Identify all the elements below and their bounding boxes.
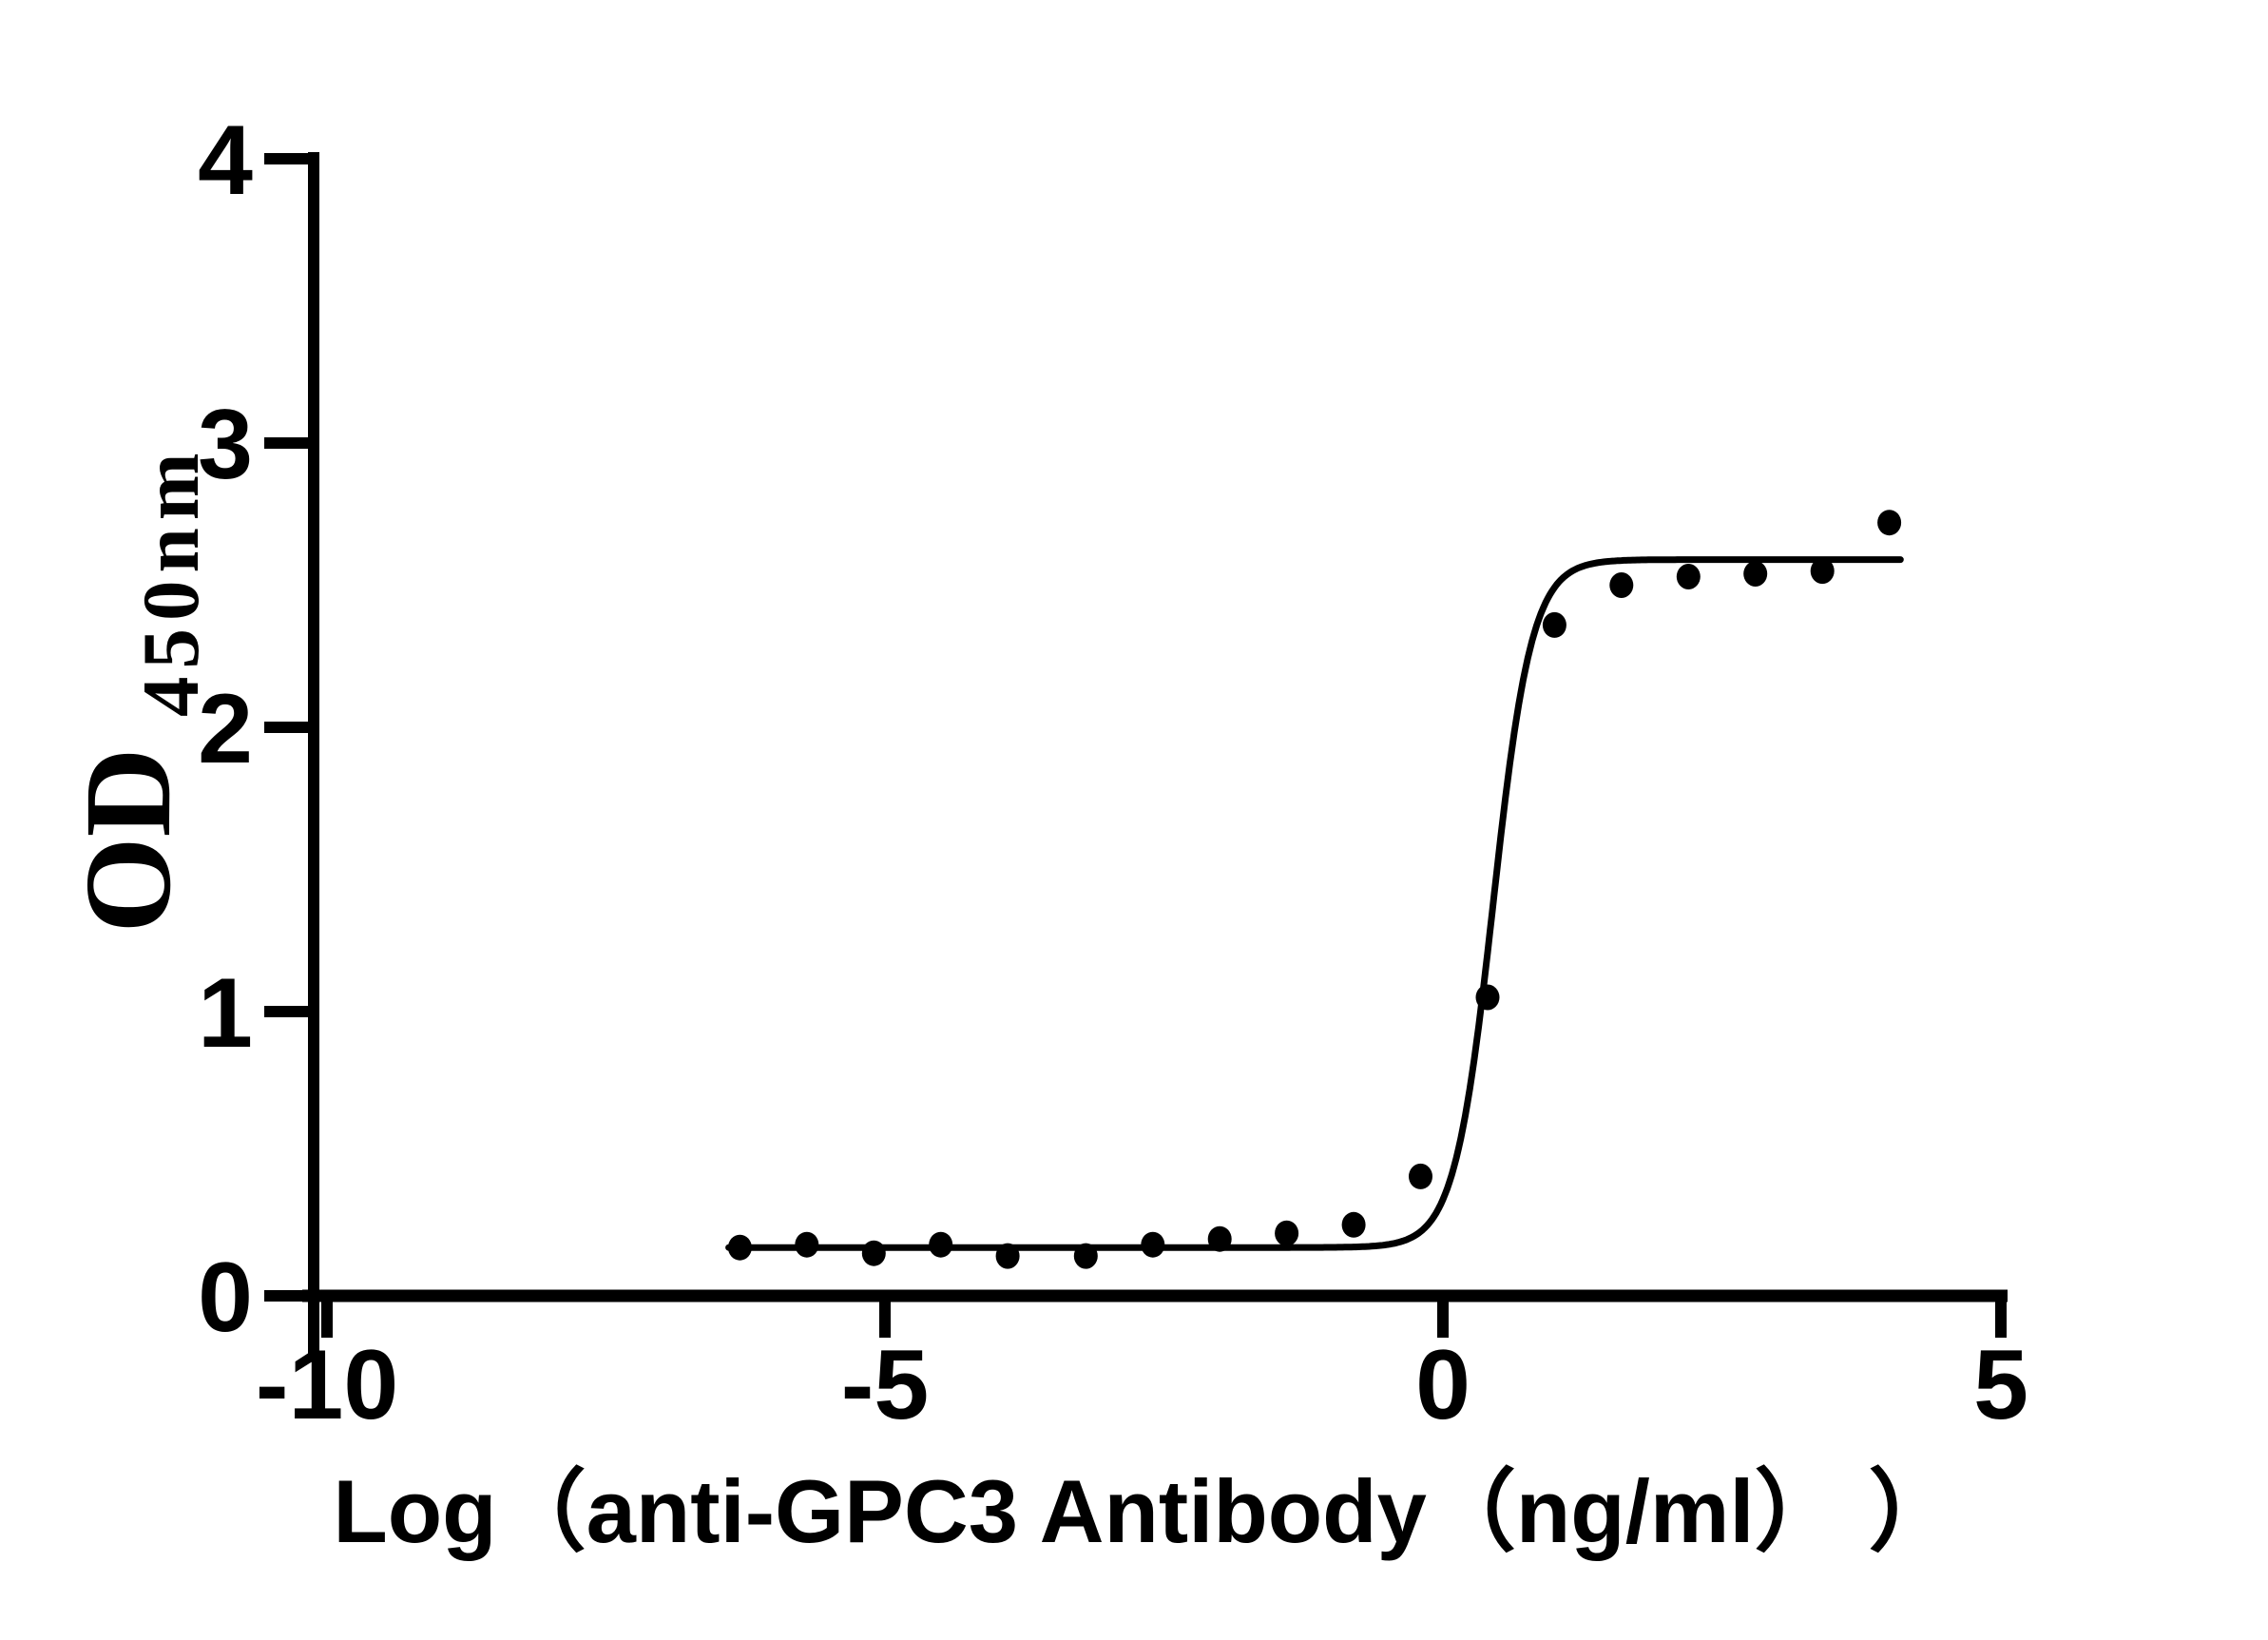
x-tick-mark [1437, 1296, 1449, 1338]
y-tick-label: 4 [198, 106, 253, 216]
y-tick-label: 0 [198, 1243, 253, 1353]
data-point [1141, 1231, 1165, 1258]
data-point [1676, 564, 1701, 589]
x-tick-mark [321, 1296, 333, 1338]
x-tick-label: 0 [1415, 1330, 1470, 1440]
data-point [1207, 1225, 1232, 1252]
data-points [727, 510, 1902, 1269]
y-axis-title-main: OD [60, 748, 197, 934]
x-axis-title: Log（anti-GPC3 Antibody（ng/ml） ） [333, 1461, 1957, 1561]
y-tick-label: 1 [198, 958, 253, 1069]
x-tick-label: 5 [1973, 1330, 2028, 1440]
data-point [861, 1240, 886, 1266]
data-point [795, 1231, 819, 1258]
y-axis-title: OD 450nm [60, 445, 216, 933]
data-point [727, 1234, 752, 1261]
y-axis-spine [308, 152, 319, 1358]
axes: 0 1 2 3 4 -10 -5 0 5 [198, 106, 2028, 1440]
sigmoid-fit-line [725, 556, 1904, 1251]
data-point [1542, 611, 1566, 638]
data-point [1073, 1243, 1098, 1269]
data-point [1743, 561, 1768, 587]
data-point [995, 1243, 1020, 1269]
data-point [1409, 1163, 1432, 1189]
x-tick-label: -10 [256, 1330, 398, 1440]
data-point [1609, 572, 1634, 598]
y-axis-title-subscript: 450nm [126, 445, 216, 717]
x-tick-label: -5 [841, 1330, 929, 1440]
y-tick-label: 3 [198, 390, 253, 500]
y-tick-mark [264, 153, 316, 164]
x-axis-spine [302, 1289, 2008, 1302]
data-point [1475, 984, 1500, 1011]
fit-curve [725, 556, 1904, 1251]
x-tick-mark [879, 1296, 891, 1338]
data-point [1341, 1211, 1366, 1238]
y-tick-label: 2 [198, 674, 253, 784]
y-tick-mark [264, 722, 316, 733]
y-tick-mark [264, 1006, 316, 1017]
data-point [929, 1231, 953, 1258]
data-point [1810, 558, 1835, 585]
data-point [1275, 1220, 1299, 1246]
data-point [1877, 510, 1902, 536]
y-tick-mark [264, 437, 316, 449]
y-tick-mark [264, 1290, 316, 1302]
x-tick-mark [1995, 1296, 2007, 1338]
